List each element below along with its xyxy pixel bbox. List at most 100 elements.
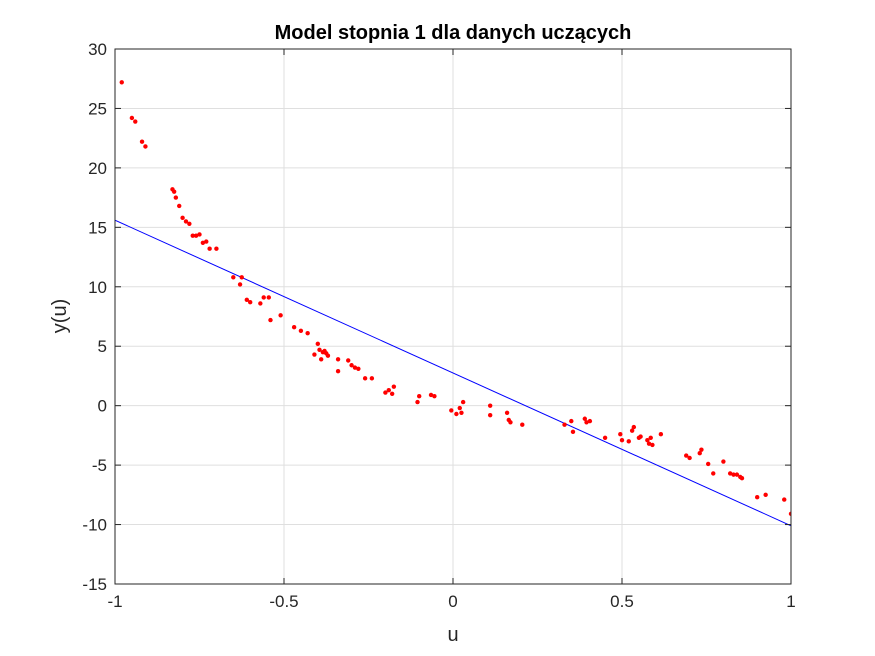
x-tick-label: 0 xyxy=(448,592,457,611)
data-point xyxy=(389,391,395,396)
data-point xyxy=(449,408,454,413)
y-tick-label: 15 xyxy=(88,218,107,237)
data-point xyxy=(177,203,182,209)
data-point xyxy=(386,388,391,393)
y-tick-label: -15 xyxy=(82,575,107,594)
data-point xyxy=(487,403,493,408)
y-tick-label: 5 xyxy=(98,337,107,356)
data-point xyxy=(645,437,650,443)
data-point xyxy=(237,282,243,287)
data-point xyxy=(356,366,361,372)
data-point xyxy=(619,437,625,443)
data-point xyxy=(248,300,253,305)
x-axis-label: u xyxy=(447,624,458,646)
data-point xyxy=(582,416,588,421)
data-point xyxy=(383,390,388,395)
data-point xyxy=(711,471,716,476)
data-point xyxy=(727,471,733,476)
y-tick-label: -5 xyxy=(92,456,107,475)
data-point xyxy=(417,393,422,399)
data-point xyxy=(214,246,219,251)
data-point xyxy=(602,435,608,440)
data-point xyxy=(261,295,266,300)
data-point xyxy=(268,317,273,323)
data-point xyxy=(705,461,711,467)
data-point xyxy=(631,424,637,430)
y-tick-label: 10 xyxy=(88,278,107,297)
data-point xyxy=(317,347,322,352)
data-point xyxy=(508,420,513,425)
x-tick-labels: -1 -0.5 0 0.5 1 xyxy=(107,592,795,611)
data-point xyxy=(684,453,689,458)
data-points xyxy=(119,80,791,517)
data-point xyxy=(258,301,263,306)
data-point xyxy=(391,384,397,389)
data-point xyxy=(207,246,212,251)
data-point xyxy=(291,325,297,330)
data-point xyxy=(204,239,209,244)
data-point xyxy=(457,405,462,411)
tick-marks xyxy=(114,48,792,585)
data-point xyxy=(349,363,354,368)
x-tick-label: -0.5 xyxy=(269,592,298,611)
data-point xyxy=(459,410,464,415)
data-point xyxy=(755,495,760,500)
y-tick-label: 0 xyxy=(98,397,107,416)
data-point xyxy=(584,420,589,425)
data-point xyxy=(129,115,135,121)
data-point xyxy=(244,297,250,303)
data-point xyxy=(504,410,510,415)
data-point xyxy=(569,418,574,424)
data-point xyxy=(562,422,567,427)
data-point xyxy=(587,418,593,424)
data-point xyxy=(139,139,145,144)
data-point xyxy=(646,441,652,446)
x-tick-label: 0.5 xyxy=(610,592,634,611)
fit-line-group xyxy=(115,219,791,527)
data-point xyxy=(648,435,653,440)
data-point xyxy=(173,195,179,200)
data-point xyxy=(520,422,525,427)
data-point xyxy=(454,411,459,417)
data-point xyxy=(231,275,236,280)
data-point xyxy=(415,399,420,405)
fit-line xyxy=(115,219,791,527)
data-point xyxy=(721,459,726,464)
data-point xyxy=(278,313,283,318)
y-tick-label: 25 xyxy=(88,99,107,118)
data-point xyxy=(335,357,341,362)
data-point xyxy=(318,357,324,362)
data-point xyxy=(362,376,368,381)
data-point xyxy=(143,144,148,149)
data-point xyxy=(650,442,655,448)
x-tick-label: -1 xyxy=(107,592,122,611)
x-tick-label: 1 xyxy=(786,592,795,611)
data-point xyxy=(731,472,736,477)
plot-content xyxy=(115,80,791,527)
data-point xyxy=(734,472,740,477)
data-point xyxy=(763,492,768,498)
data-point xyxy=(782,497,787,502)
data-point xyxy=(629,428,635,433)
data-point xyxy=(335,368,341,374)
data-point xyxy=(305,330,310,336)
data-point xyxy=(325,353,331,358)
data-point xyxy=(570,429,576,435)
data-point xyxy=(460,399,466,405)
data-point xyxy=(428,392,434,398)
y-tick-label: 30 xyxy=(88,40,107,59)
data-point xyxy=(638,434,643,439)
data-point xyxy=(171,189,177,194)
data-point xyxy=(180,215,185,221)
data-point xyxy=(193,233,199,238)
data-point xyxy=(239,275,244,280)
data-point xyxy=(658,432,664,437)
data-point xyxy=(739,475,745,481)
data-point xyxy=(432,393,437,399)
data-point xyxy=(298,328,304,333)
y-tick-label: 20 xyxy=(88,159,107,178)
data-point xyxy=(183,219,189,224)
data-point xyxy=(369,376,375,381)
data-point xyxy=(266,295,271,300)
